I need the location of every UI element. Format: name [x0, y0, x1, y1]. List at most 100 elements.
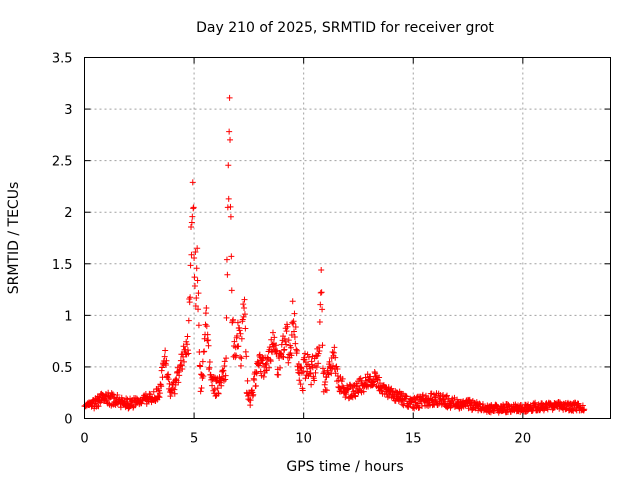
data-point [250, 391, 257, 398]
data-point [334, 366, 341, 373]
data-point [376, 374, 383, 381]
data-point [267, 358, 274, 365]
data-point [238, 355, 245, 362]
data-point [202, 310, 209, 317]
data-point [150, 388, 157, 395]
x-axis-label: GPS time / hours [286, 459, 403, 475]
data-point [257, 368, 264, 375]
data-point [204, 337, 211, 344]
data-point [367, 373, 374, 380]
data-point [227, 203, 234, 210]
data-point [205, 337, 212, 344]
data-point [241, 311, 248, 318]
y-tick-label: 1 [64, 309, 72, 324]
data-point [170, 385, 177, 392]
data-point [181, 358, 188, 365]
x-tick-label: 10 [295, 432, 312, 447]
data-point [240, 313, 247, 320]
data-point [111, 394, 118, 401]
data-point [161, 353, 168, 360]
data-point [299, 387, 306, 394]
data-point [332, 354, 339, 361]
data-point [236, 327, 243, 334]
data-point [237, 362, 244, 369]
data-series [81, 94, 588, 416]
data-point [266, 364, 273, 371]
data-point [334, 373, 341, 380]
data-point [228, 253, 235, 260]
data-point [167, 393, 174, 400]
data-point [360, 388, 367, 395]
data-point [242, 325, 249, 332]
data-point [325, 371, 332, 378]
data-point [291, 334, 298, 341]
data-point [244, 377, 251, 384]
data-point [275, 371, 282, 378]
data-point [114, 391, 121, 398]
data-point [253, 370, 260, 377]
data-point [215, 390, 222, 397]
data-point [234, 319, 241, 326]
data-point [287, 344, 294, 351]
data-point [329, 365, 336, 372]
data-point [214, 385, 221, 392]
data-point [158, 383, 165, 390]
data-point [191, 282, 198, 289]
data-point [225, 195, 232, 202]
data-point [289, 298, 296, 305]
y-tick-label: 1.5 [52, 258, 73, 273]
data-point [323, 387, 330, 394]
data-point [193, 265, 200, 272]
data-point [322, 378, 329, 385]
data-point [220, 367, 227, 374]
data-point [318, 289, 325, 296]
data-point [197, 363, 204, 370]
data-point [329, 348, 336, 355]
data-point [224, 204, 231, 211]
data-point [177, 357, 184, 364]
data-point [212, 392, 219, 399]
data-point [308, 381, 315, 388]
y-tick-label: 2 [64, 206, 72, 221]
data-point [192, 302, 199, 309]
data-point [339, 375, 346, 382]
data-point [312, 369, 319, 376]
data-point [385, 384, 392, 391]
data-point [159, 364, 166, 371]
data-point [237, 354, 244, 361]
data-point [175, 379, 182, 386]
data-point [315, 360, 322, 367]
data-point [269, 329, 276, 336]
data-point [168, 389, 175, 396]
data-point [183, 338, 190, 345]
data-point [262, 361, 269, 368]
data-point [311, 377, 318, 384]
y-tick-label: 2.5 [52, 155, 73, 170]
data-point [362, 377, 369, 384]
data-point [233, 352, 240, 359]
data-point [340, 384, 347, 391]
data-point [190, 204, 197, 211]
data-point [251, 376, 258, 383]
data-point [210, 374, 217, 381]
data-point [222, 372, 229, 379]
data-point [163, 357, 170, 364]
data-point [155, 393, 162, 400]
data-point [291, 328, 298, 335]
data-point [308, 361, 315, 368]
data-point [302, 375, 309, 382]
data-point [95, 403, 102, 410]
y-tick-label: 0 [64, 413, 72, 428]
data-point [201, 348, 208, 355]
data-point [209, 382, 216, 389]
data-point [192, 249, 199, 256]
data-point [316, 347, 323, 354]
data-point [199, 358, 206, 365]
data-point [188, 219, 195, 226]
data-point [316, 318, 323, 325]
data-point [187, 262, 194, 269]
data-point [313, 364, 320, 371]
data-point [409, 404, 416, 411]
data-point [305, 354, 312, 361]
